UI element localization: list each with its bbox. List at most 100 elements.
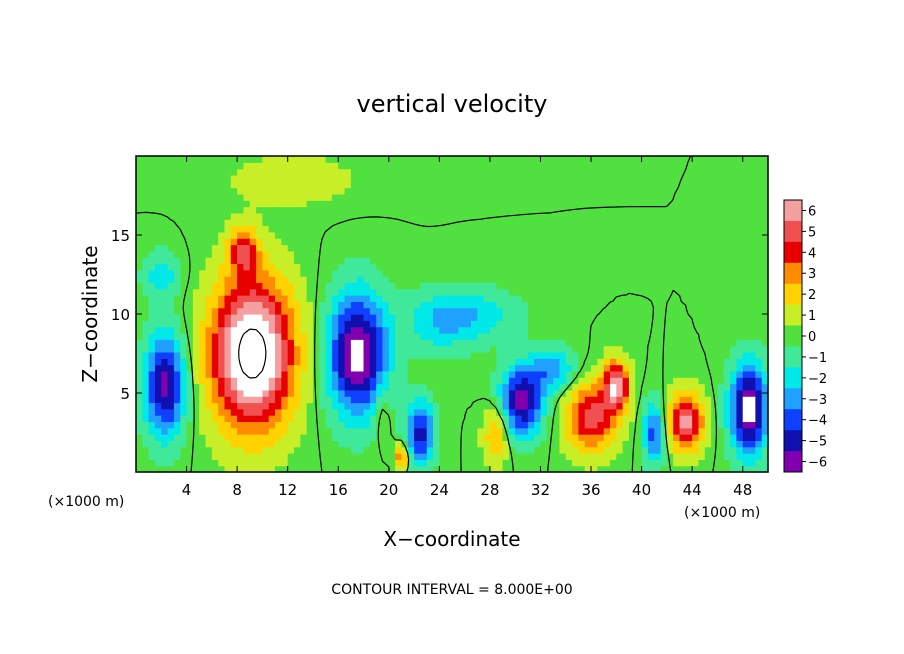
heatmap-cell: [376, 231, 384, 239]
heatmap-cell: [395, 345, 403, 353]
heatmap-cell: [452, 238, 459, 246]
heatmap-cell: [414, 320, 421, 328]
heatmap-cell: [641, 212, 649, 220]
heatmap-cell: [489, 326, 497, 334]
heatmap-cell: [603, 370, 611, 378]
heatmap-cell: [350, 174, 358, 182]
heatmap-cell: [243, 446, 251, 454]
heatmap-cell: [622, 288, 630, 296]
heatmap-cell: [723, 358, 731, 366]
heatmap-cell: [433, 377, 440, 385]
heatmap-cell: [186, 326, 194, 334]
heatmap-cell: [376, 282, 384, 290]
heatmap-cell: [218, 238, 226, 246]
heatmap-cell: [679, 301, 687, 309]
heatmap-cell: [300, 276, 308, 283]
heatmap-cell: [730, 326, 737, 334]
heatmap-cell: [654, 339, 662, 347]
heatmap-cell: [572, 282, 579, 290]
heatmap-cell: [167, 301, 175, 309]
heatmap-cell: [388, 156, 396, 163]
heatmap-cell: [521, 332, 529, 340]
heatmap-cell: [211, 453, 219, 460]
heatmap-cell: [736, 345, 744, 353]
heatmap-cell: [395, 408, 403, 416]
heatmap-cell: [167, 370, 175, 378]
heatmap-cell: [439, 187, 447, 195]
heatmap-cell: [685, 269, 693, 277]
heatmap-cell: [161, 358, 169, 366]
heatmap-cell: [515, 250, 523, 258]
heatmap-cell: [407, 206, 415, 214]
heatmap-cell: [534, 276, 542, 283]
heatmap-cell: [230, 389, 238, 397]
heatmap-cell: [275, 427, 282, 435]
heatmap-cell: [666, 332, 674, 340]
heatmap-cell: [275, 282, 282, 290]
heatmap-cell: [401, 434, 409, 441]
heatmap-cell: [515, 396, 523, 404]
heatmap-cell: [546, 225, 554, 233]
heatmap-cell: [136, 263, 143, 271]
heatmap-cell: [268, 206, 276, 214]
heatmap-cell: [483, 250, 491, 258]
heatmap-cell: [717, 250, 725, 258]
heatmap-cell: [401, 181, 409, 189]
heatmap-cell: [578, 339, 586, 347]
heatmap-cell: [515, 206, 523, 214]
heatmap-cell: [572, 377, 579, 385]
heatmap-cell: [186, 307, 194, 315]
heatmap-cell: [426, 408, 434, 416]
heatmap-cell: [616, 200, 624, 208]
heatmap-cell: [205, 396, 213, 404]
heatmap-cell: [401, 193, 409, 201]
heatmap-cell: [407, 238, 415, 246]
heatmap-cell: [395, 181, 403, 189]
heatmap-cell: [224, 421, 232, 429]
heatmap-cell: [243, 453, 251, 460]
heatmap-cell: [350, 465, 358, 473]
heatmap-cell: [660, 219, 668, 227]
heatmap-cell: [433, 250, 440, 258]
heatmap-cell: [704, 459, 712, 467]
heatmap-cell: [502, 358, 510, 366]
heatmap-cell: [584, 200, 592, 208]
heatmap-cell: [546, 459, 554, 467]
heatmap-cell: [641, 351, 649, 359]
heatmap-cell: [325, 307, 333, 315]
heatmap-cell: [243, 314, 251, 321]
heatmap-cell: [173, 320, 181, 328]
heatmap-cell: [464, 453, 472, 460]
heatmap-cell: [357, 446, 365, 454]
heatmap-cell: [180, 225, 188, 233]
heatmap-cell: [711, 244, 719, 252]
heatmap-cell: [262, 206, 270, 214]
heatmap-cell: [388, 459, 396, 467]
heatmap-cell: [376, 295, 384, 302]
heatmap-cell: [287, 276, 295, 283]
heatmap-cell: [534, 212, 542, 220]
heatmap-cell: [540, 156, 548, 163]
heatmap-cell: [382, 295, 390, 302]
heatmap-cell: [515, 402, 523, 410]
heatmap-cell: [294, 320, 301, 328]
heatmap-cell: [344, 326, 352, 334]
heatmap-cell: [167, 339, 175, 347]
heatmap-cell: [546, 351, 554, 359]
heatmap-cell: [338, 339, 346, 347]
heatmap-cell: [685, 212, 693, 220]
heatmap-cell: [534, 314, 542, 321]
heatmap-cell: [692, 238, 700, 246]
heatmap-cell: [635, 339, 643, 347]
heatmap-cell: [679, 174, 687, 182]
heatmap-cell: [534, 421, 542, 429]
heatmap-cell: [698, 326, 706, 334]
heatmap-cell: [268, 326, 276, 334]
heatmap-cell: [496, 231, 504, 239]
heatmap-cell: [565, 408, 573, 416]
heatmap-cell: [357, 282, 365, 290]
heatmap-cell: [325, 168, 333, 176]
heatmap-cell: [256, 351, 263, 359]
heatmap-cell: [167, 421, 175, 429]
heatmap-cell: [294, 200, 301, 208]
